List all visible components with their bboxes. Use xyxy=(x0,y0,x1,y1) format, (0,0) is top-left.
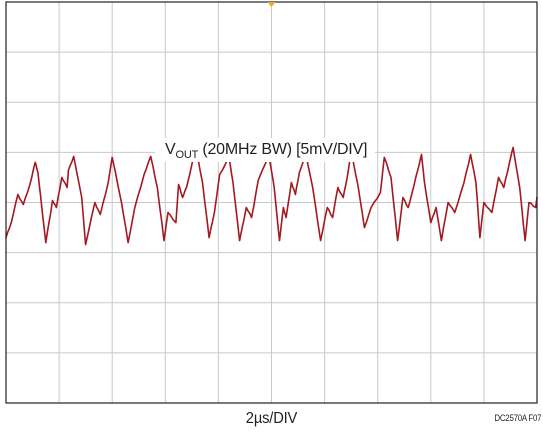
trigger-marker xyxy=(267,2,276,7)
trace-label-subscript: OUT xyxy=(175,149,199,161)
figure-id: DC2570A F07 xyxy=(494,413,541,423)
trace-label-signal: V xyxy=(165,141,176,158)
trace-label-details: (20MHz BW) [5mV/DIV] xyxy=(202,141,368,158)
vout-ripple-trace xyxy=(5,146,538,246)
trace-label: VOUT (20MHz BW) [5mV/DIV] xyxy=(155,138,376,162)
x-axis-label: 2µs/DIV xyxy=(245,410,298,427)
